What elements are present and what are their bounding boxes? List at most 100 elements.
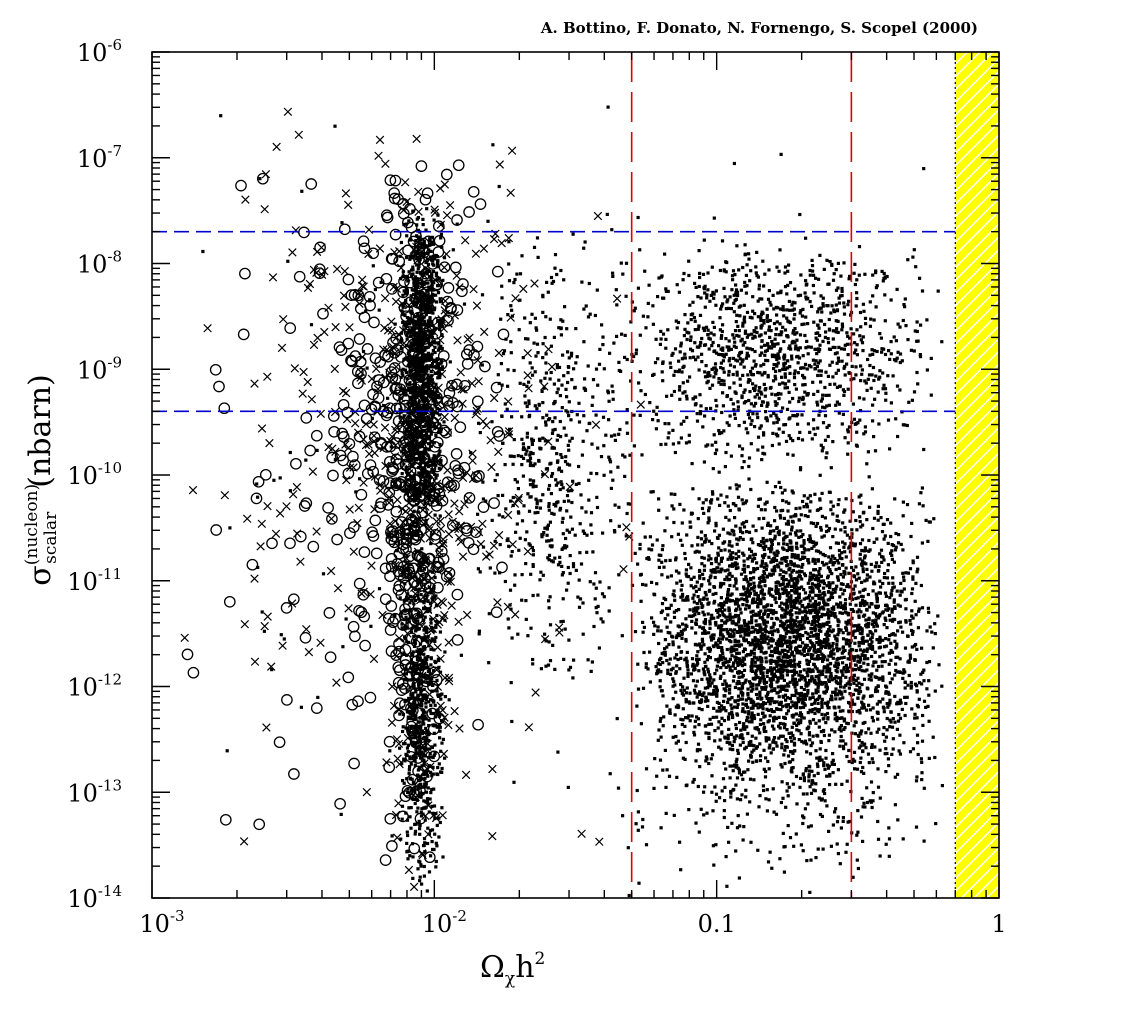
square-point [769,544,773,548]
square-point [800,610,804,614]
square-point [409,331,413,335]
square-point [412,499,416,503]
square-point [407,388,411,392]
square-point [419,490,423,494]
square-point [403,678,407,682]
square-point [813,665,817,669]
square-point [419,322,423,326]
square-point [806,688,810,693]
square-point [916,626,920,630]
cross-point [462,468,471,477]
square-point [434,455,438,459]
square-point [784,738,788,742]
cross-point [370,472,380,481]
square-point [857,644,861,648]
square-point [832,676,837,680]
cross-point [531,688,540,697]
square-point [829,674,833,679]
square-point [411,332,415,336]
square-point [861,649,865,654]
square-point [423,615,427,619]
cross-point [429,560,439,570]
square-point [730,635,734,639]
square-point [798,694,802,698]
circle-point [336,427,349,440]
square-point [797,673,801,677]
square-point [822,640,826,645]
square-point [902,668,906,672]
cross-point [479,244,489,253]
square-point [799,620,803,624]
square-point [739,728,743,732]
cross-point [488,831,497,841]
square-point [424,790,429,794]
circle-point [365,403,378,416]
square-point [695,549,699,553]
square-point [661,768,665,772]
square-point [418,778,422,782]
square-point [407,430,411,434]
square-point [801,641,805,645]
square-point [420,688,424,692]
square-point [415,355,419,359]
square-point [808,738,812,742]
square-point [877,646,881,650]
square-point [781,676,785,680]
square-point [758,497,762,501]
square-point [694,618,699,622]
cross-point [636,400,646,409]
circle-point [300,412,313,424]
square-point [712,706,716,710]
cross-point [250,657,260,666]
square-point [788,696,792,701]
square-point [712,633,716,637]
circle-point [266,537,278,550]
square-point [730,706,734,710]
cross-point [433,566,442,575]
square-point [755,566,760,571]
square-point [696,650,700,654]
square-point [808,534,812,538]
square-point [871,619,875,623]
square-point [419,666,424,670]
square-point [409,826,413,830]
circle-point [488,497,500,509]
square-point [825,774,829,778]
square-point [793,640,797,644]
square-point [674,635,679,640]
square-point [721,655,725,659]
square-point [401,305,405,309]
square-point [635,704,639,708]
square-point [695,715,699,719]
square-point [875,537,879,541]
cross-point [440,263,449,272]
square-point [434,300,438,304]
square-point [684,716,688,720]
square-point [831,641,835,646]
square-point [696,643,700,647]
cross-point [384,498,394,507]
square-point [678,667,682,671]
square-point [707,589,711,593]
square-point [679,538,683,542]
square-point [417,577,422,581]
square-point [810,675,814,679]
square-point [881,581,885,586]
circle-point [259,468,272,481]
cross-point [327,514,336,524]
square-point [920,760,924,764]
circle-point [314,241,326,254]
circle-point [454,421,467,434]
square-point [903,646,908,650]
square-point [413,741,418,745]
square-point [420,294,424,298]
square-point [410,455,414,459]
square-point [877,727,881,731]
cross-point [444,720,453,730]
square-point [665,704,669,708]
square-point [408,401,413,405]
square-point [407,498,411,502]
square-point [421,370,425,374]
circle-point [293,270,306,283]
square-point [406,857,410,861]
